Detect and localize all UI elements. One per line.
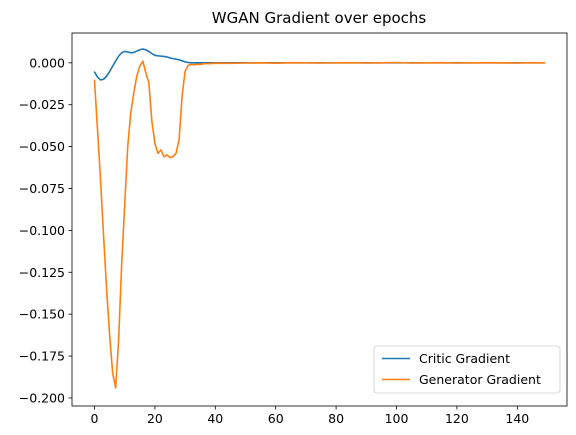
axes: 0 20 40 60 80 100 120 140 0.000 −0.025 −0.050 −0.07… <box>19 32 568 426</box>
legend-box <box>373 345 561 394</box>
y-tick-label: 0.000 <box>29 55 65 70</box>
legend-label-critic-gradient: Critic Gradient <box>419 351 510 366</box>
y-tick-label: −0.025 <box>19 97 65 112</box>
x-tick-label: 40 <box>207 411 223 426</box>
x-tick-label: 0 <box>91 411 99 426</box>
x-tick-label: 60 <box>268 411 284 426</box>
y-tick-label: −0.150 <box>19 307 65 322</box>
y-tick-label: −0.100 <box>19 223 65 238</box>
y-tick-label: −0.050 <box>19 139 65 154</box>
x-tick-label: 100 <box>385 411 409 426</box>
y-tick-label: −0.075 <box>19 181 65 196</box>
y-tick-label: −0.200 <box>19 390 65 405</box>
plot-area <box>93 48 546 389</box>
x-tick-label: 80 <box>328 411 344 426</box>
legend: Critic Gradient Generator Gradient <box>373 345 561 394</box>
legend-label-generator-gradient: Generator Gradient <box>419 372 541 387</box>
x-tick-label: 20 <box>147 411 163 426</box>
chart-title: WGAN Gradient over epochs <box>212 9 427 27</box>
x-tick-label: 120 <box>445 411 469 426</box>
y-tick-label: −0.125 <box>19 265 65 280</box>
y-tick-label: −0.175 <box>19 349 65 364</box>
x-tick-label: 140 <box>505 411 529 426</box>
series-line-generator-gradient <box>93 60 546 389</box>
axes-frame <box>71 32 568 407</box>
